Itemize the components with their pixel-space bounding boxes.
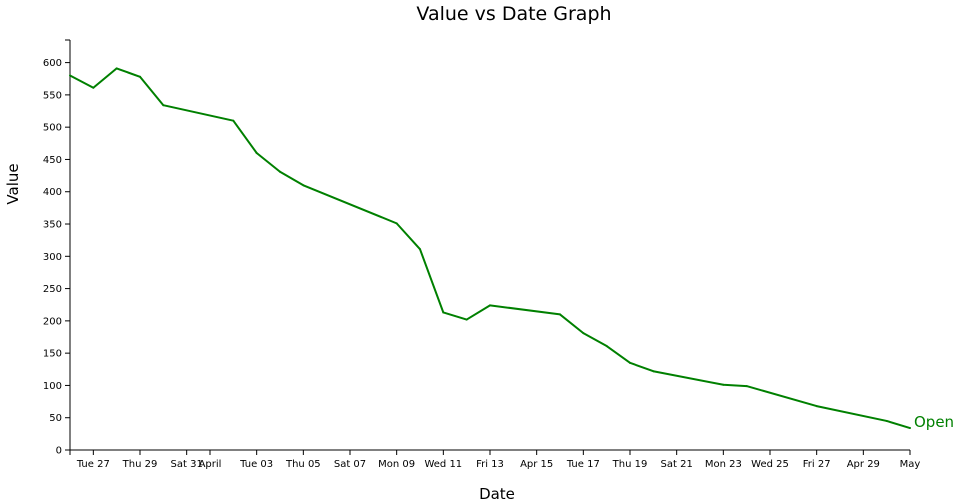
x-tick-label: Tue 17 [566, 459, 600, 470]
data-point [629, 361, 631, 364]
x-tick-label: Apr 15 [520, 459, 553, 470]
series-line [69, 67, 911, 430]
x-tick-label: Thu 05 [285, 459, 321, 470]
series-layer: Open [69, 67, 954, 431]
data-point [489, 304, 491, 307]
series-label: Open [914, 413, 954, 431]
y-tick-label: 0 [56, 446, 62, 457]
x-tick-label: April [199, 459, 222, 470]
x-tick-label: Tue 03 [239, 459, 273, 470]
data-point [92, 86, 95, 89]
data-point [442, 311, 445, 314]
x-tick-label: Fri 27 [803, 459, 831, 470]
data-point [722, 383, 725, 386]
data-point [745, 385, 748, 388]
data-point [162, 104, 165, 107]
x-tick-label: Sat 21 [661, 459, 693, 470]
x-axis-title: Date [479, 485, 515, 500]
y-tick-label: 600 [43, 58, 62, 69]
data-point [885, 419, 888, 422]
data-point [465, 318, 468, 321]
y-tick-label: 450 [43, 155, 62, 166]
data-point [652, 370, 655, 373]
x-tick-label: Mon 23 [705, 459, 742, 470]
x-tick-label: Mon 09 [378, 459, 415, 470]
y-tick-label: 200 [43, 316, 62, 327]
x-tick-label: Fri 13 [476, 459, 504, 470]
y-tick-label: 500 [43, 123, 62, 134]
y-tick-label: 250 [43, 284, 62, 295]
x-tick-label: Thu 29 [122, 459, 158, 470]
y-tick-label: 150 [43, 349, 62, 360]
y-tick-label: 50 [49, 413, 62, 424]
y-axis: 0 50 100 150 200 250 300 350 400 450 500 550 600 [43, 39, 71, 457]
chart-title: Value vs Date Graph [416, 3, 611, 25]
x-tick-label: Wed 25 [751, 459, 789, 470]
x-tick-label: Sat 31 [171, 459, 203, 470]
data-point [582, 332, 585, 335]
x-tick-label: Wed 11 [424, 459, 462, 470]
data-point [605, 345, 608, 348]
data-point [139, 75, 141, 78]
y-axis-title: Value [4, 163, 22, 204]
data-point [302, 184, 305, 187]
data-point [419, 248, 421, 251]
data-point [395, 222, 398, 225]
y-tick-label: 100 [43, 381, 62, 392]
y-tick-label: 300 [43, 252, 62, 263]
x-tick-label: Sat 07 [334, 459, 366, 470]
x-tick-label: May [900, 459, 921, 470]
y-tick-label: 550 [43, 90, 62, 101]
x-tick-label: Tue 27 [76, 459, 110, 470]
data-point [279, 170, 281, 173]
data-point [115, 67, 118, 70]
x-tick-label: Apr 29 [847, 459, 880, 470]
data-point [69, 74, 71, 77]
data-point [815, 405, 818, 408]
data-point [232, 119, 235, 122]
data-point [559, 313, 561, 316]
y-tick-label: 400 [43, 187, 62, 198]
data-point [909, 427, 911, 430]
x-tick-label: Thu 19 [612, 459, 648, 470]
data-point [255, 151, 258, 154]
y-tick-label: 350 [43, 220, 62, 231]
